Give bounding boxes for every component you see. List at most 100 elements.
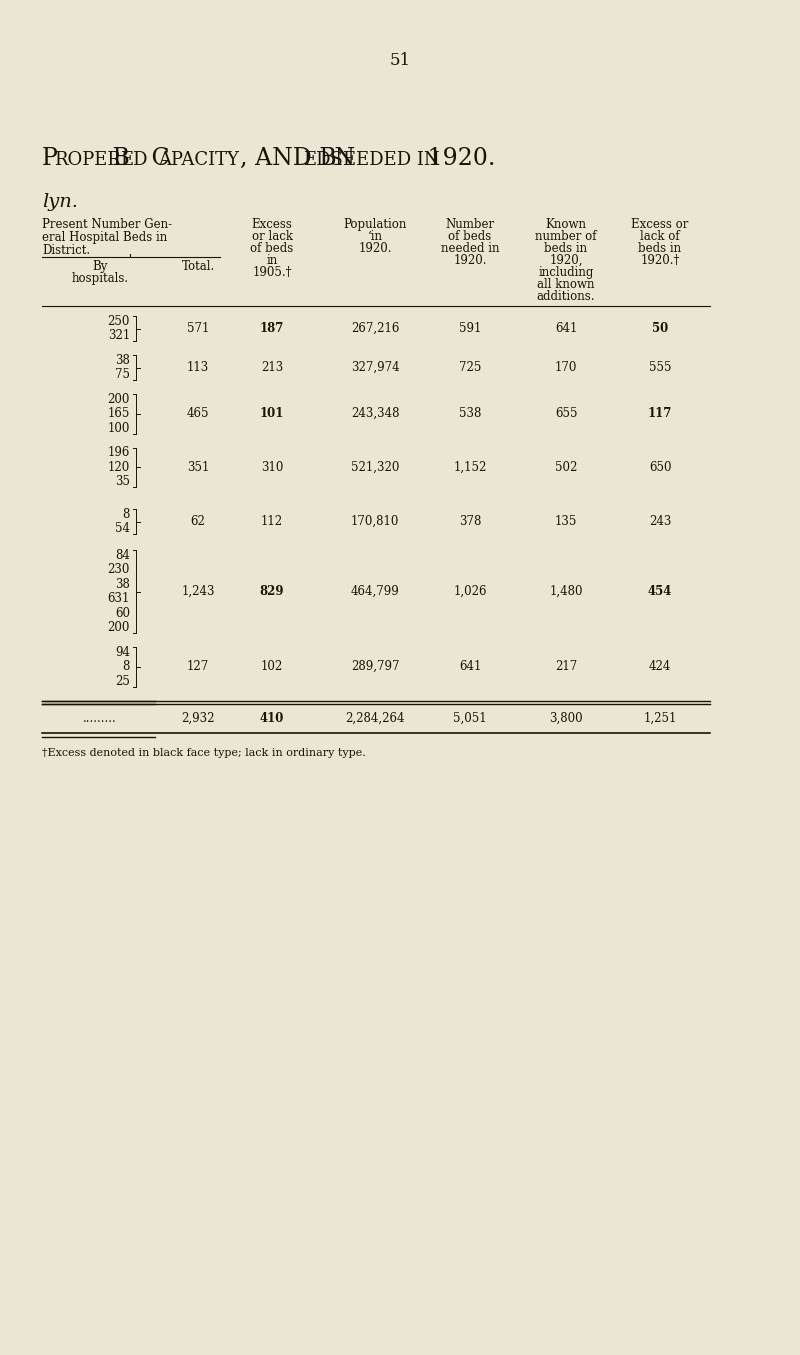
Text: Excess: Excess	[251, 218, 293, 230]
Text: 94: 94	[115, 646, 130, 659]
Text: in: in	[266, 253, 278, 267]
Text: 75: 75	[115, 369, 130, 381]
Text: 1905.†: 1905.†	[252, 266, 292, 279]
Text: 321: 321	[108, 329, 130, 343]
Text: 54: 54	[115, 522, 130, 535]
Text: 1,480: 1,480	[550, 585, 582, 598]
Text: number of: number of	[535, 230, 597, 243]
Text: 1,251: 1,251	[643, 711, 677, 725]
Text: 1,243: 1,243	[182, 585, 214, 598]
Text: 217: 217	[555, 660, 577, 673]
Text: 102: 102	[261, 660, 283, 673]
Text: 410: 410	[260, 711, 284, 725]
Text: 351: 351	[187, 461, 209, 474]
Text: Known: Known	[546, 218, 586, 230]
Text: 101: 101	[260, 408, 284, 420]
Text: beds in: beds in	[638, 243, 682, 255]
Text: †Excess denoted in black face type; lack in ordinary type.: †Excess denoted in black face type; lack…	[42, 748, 366, 759]
Text: 424: 424	[649, 660, 671, 673]
Text: EDS: EDS	[303, 150, 343, 169]
Text: 641: 641	[459, 660, 481, 673]
Text: District.: District.	[42, 244, 90, 257]
Text: 1920.†: 1920.†	[640, 253, 680, 267]
Text: ED: ED	[120, 150, 147, 169]
Text: 84: 84	[115, 549, 130, 562]
Text: C: C	[144, 146, 170, 169]
Text: lack of: lack of	[640, 230, 680, 243]
Text: 289,797: 289,797	[350, 660, 399, 673]
Text: 1,152: 1,152	[454, 461, 486, 474]
Text: all known: all known	[538, 278, 594, 291]
Text: 200: 200	[108, 393, 130, 405]
Text: 38: 38	[115, 577, 130, 591]
Text: 1920.: 1920.	[358, 243, 392, 255]
Text: 555: 555	[649, 360, 671, 374]
Text: 127: 127	[187, 660, 209, 673]
Text: 187: 187	[260, 322, 284, 335]
Text: including: including	[538, 266, 594, 279]
Text: lyn.: lyn.	[42, 192, 78, 211]
Text: 8: 8	[122, 508, 130, 520]
Text: 38: 38	[115, 354, 130, 367]
Text: 200: 200	[108, 621, 130, 634]
Text: B: B	[105, 146, 130, 169]
Text: 1920,: 1920,	[550, 253, 582, 267]
Text: .........: .........	[83, 711, 117, 725]
Text: ROPER: ROPER	[54, 150, 121, 169]
Text: beds in: beds in	[545, 243, 587, 255]
Text: 2,932: 2,932	[182, 711, 214, 725]
Text: 2,284,264: 2,284,264	[346, 711, 405, 725]
Text: EEDED IN: EEDED IN	[343, 150, 440, 169]
Text: additions.: additions.	[537, 290, 595, 304]
Text: Total.: Total.	[182, 260, 214, 272]
Text: 650: 650	[649, 461, 671, 474]
Text: 170: 170	[555, 360, 577, 374]
Text: 655: 655	[554, 408, 578, 420]
Text: 60: 60	[115, 607, 130, 619]
Text: ʻin: ʻin	[367, 230, 382, 243]
Text: 310: 310	[261, 461, 283, 474]
Text: 591: 591	[459, 322, 481, 335]
Text: 378: 378	[459, 515, 481, 528]
Text: 641: 641	[555, 322, 577, 335]
Text: 538: 538	[459, 408, 481, 420]
Text: 8: 8	[122, 660, 130, 673]
Text: 725: 725	[459, 360, 481, 374]
Text: eral Hospital Beds in: eral Hospital Beds in	[42, 230, 167, 244]
Text: , AND B: , AND B	[240, 146, 337, 169]
Text: 5,051: 5,051	[453, 711, 487, 725]
Text: Number: Number	[446, 218, 494, 230]
Text: 50: 50	[652, 322, 668, 335]
Text: needed in: needed in	[441, 243, 499, 255]
Text: P: P	[42, 146, 58, 169]
Text: 196: 196	[108, 446, 130, 459]
Text: 829: 829	[260, 585, 284, 598]
Text: 571: 571	[187, 322, 209, 335]
Text: 465: 465	[186, 408, 210, 420]
Text: of beds: of beds	[448, 230, 492, 243]
Text: 25: 25	[115, 675, 130, 688]
Text: Excess or: Excess or	[631, 218, 689, 230]
Text: By: By	[92, 260, 108, 272]
Text: 35: 35	[115, 476, 130, 488]
Text: 120: 120	[108, 461, 130, 474]
Text: 631: 631	[108, 592, 130, 606]
Text: 464,799: 464,799	[350, 585, 399, 598]
Text: 1920.: 1920.	[454, 253, 486, 267]
Text: 243: 243	[649, 515, 671, 528]
Text: 1920.: 1920.	[420, 146, 495, 169]
Text: hospitals.: hospitals.	[71, 272, 129, 285]
Text: 502: 502	[555, 461, 577, 474]
Text: or lack: or lack	[251, 230, 293, 243]
Text: 170,810: 170,810	[351, 515, 399, 528]
Text: N: N	[327, 146, 355, 169]
Text: 51: 51	[390, 51, 410, 69]
Text: 165: 165	[108, 408, 130, 420]
Text: Population: Population	[343, 218, 406, 230]
Text: 454: 454	[648, 585, 672, 598]
Text: APACITY: APACITY	[158, 150, 239, 169]
Text: Present Number Gen-: Present Number Gen-	[42, 218, 172, 230]
Text: 250: 250	[108, 314, 130, 328]
Text: 521,320: 521,320	[351, 461, 399, 474]
Text: 3,800: 3,800	[549, 711, 583, 725]
